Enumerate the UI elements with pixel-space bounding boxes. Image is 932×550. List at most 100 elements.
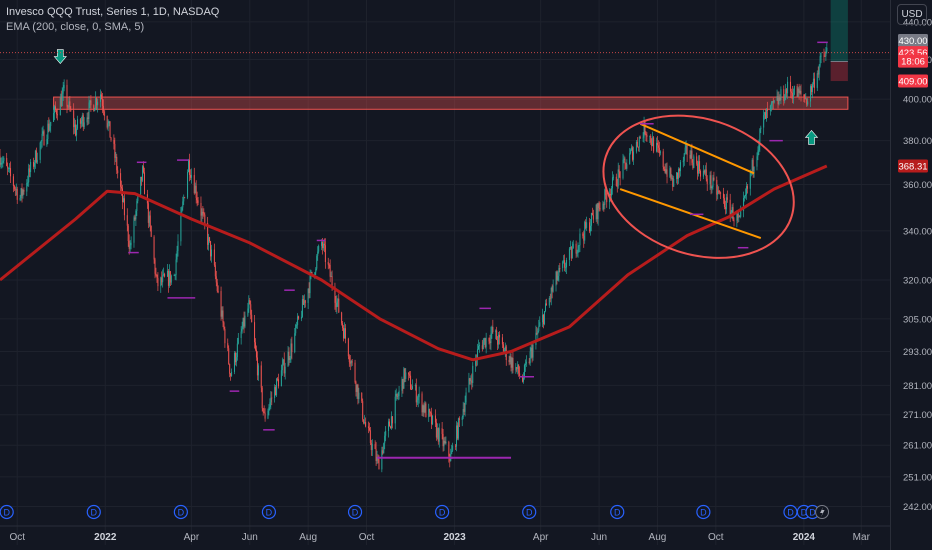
event-badge-label: D [178,508,185,518]
candle-body [61,93,63,107]
event-badge-circle [696,504,711,520]
candle-body [434,415,436,423]
candle-body [811,84,813,92]
candle-body [408,372,410,375]
candle-body [428,409,430,418]
event-badge-label: D [700,508,707,518]
candle-body [824,56,826,57]
candle-body [705,169,707,179]
price-tick-label: 242.00 [903,502,932,513]
candle-body [9,168,11,169]
candle-body [29,168,31,173]
candle-body [42,131,44,134]
candle-body [724,206,726,210]
candle-body [354,362,356,383]
candle-body [108,121,110,124]
candle-body [811,86,813,92]
candle-body [617,169,619,187]
candle-body [773,100,775,103]
candle-body [636,141,638,147]
candle-body [823,55,825,57]
currency-button[interactable]: USD [897,4,927,25]
candle-body [347,338,349,357]
price-tick-label: 305.00 [903,314,932,325]
candle-body [690,150,692,159]
candle-body [63,84,65,89]
candle-body [804,97,806,100]
candle-body [402,379,404,389]
candle-body [657,145,659,148]
dividend-event-badge: D [435,504,450,520]
candle-body [678,168,680,172]
candle-body [14,188,16,190]
price-tick-label: 440.00 [903,17,932,28]
candle-body [90,100,92,106]
candle-body [344,328,346,339]
candle-body [229,363,231,374]
candle-body [55,110,57,115]
candle-body [760,127,762,130]
candle-body [227,343,229,349]
candle-body [442,434,444,447]
candle-body [298,316,300,319]
candle-body [625,162,627,169]
candle-body [26,183,28,192]
candle-body [79,119,81,124]
candle-body [597,203,599,220]
candle-body [317,251,319,256]
candle-body [193,175,195,194]
candle-body [503,350,505,352]
candle-body [247,308,249,316]
candle-body [242,317,244,329]
candle-body [650,136,652,143]
candle-body [531,347,533,358]
time-tick-label: 2022 [94,532,117,543]
candle-body [820,55,822,57]
candle-body [485,337,487,348]
candle-body [564,260,566,268]
candle-body [291,343,293,353]
candle-body [217,290,219,292]
candle-body [275,387,277,396]
candle-body [66,84,68,107]
candle-body [558,267,560,276]
candle-body [67,106,69,108]
price-tick-label: 261.00 [903,441,932,452]
candle-body [566,259,568,268]
candle-body [522,375,524,382]
candle-body [691,150,693,163]
candle-body [725,197,727,210]
candle-body [451,450,453,455]
candle-body [100,94,102,99]
candle-body [739,215,741,217]
candle-body [492,327,494,333]
event-badge-circle [522,504,537,520]
price-tick-label: 281.00 [903,381,932,392]
candle-body [787,81,789,94]
candle-body [224,329,226,344]
price-axis-tag: 18:06 [898,54,928,68]
candle-body [13,186,15,189]
time-tick-label: Jun [242,532,258,543]
candle-body [604,189,606,205]
event-badge-label: D [526,508,533,518]
candle-body [551,287,553,292]
candle-body [334,286,336,303]
candle-body [605,189,607,196]
candle-body [376,456,378,462]
candle-body [282,359,284,365]
candle-body [262,408,264,412]
candle-body [209,237,211,242]
indicator-legend[interactable]: EMA (200, close, 0, SMA, 5) [6,21,145,33]
candle-body [692,162,694,168]
candle-body [69,101,71,110]
candle-body [704,169,706,173]
candle-body [644,122,646,134]
candle-body [154,259,156,274]
candle-body [341,312,343,324]
candle-body [733,220,735,222]
candle-body [632,147,634,160]
symbol-title: Invesco QQQ Trust, Series 1, 1D, NASDAQ [6,6,220,18]
